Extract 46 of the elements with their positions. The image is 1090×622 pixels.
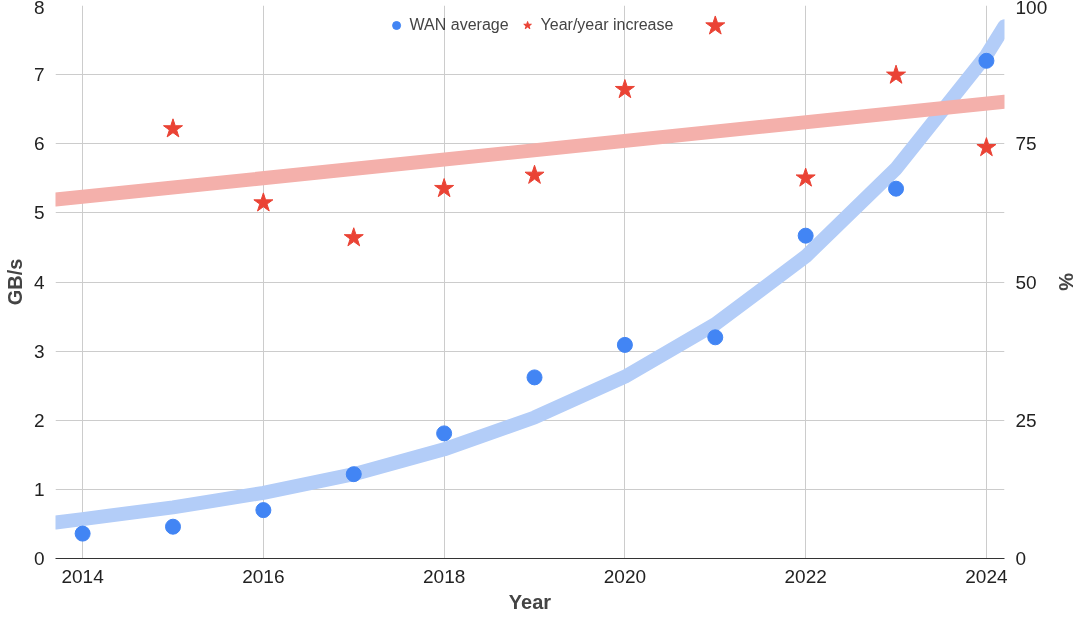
- legend-label: Year/year increase: [540, 16, 674, 34]
- point: [436, 425, 453, 442]
- point: [614, 79, 635, 99]
- y-tick-label: 2: [33, 409, 45, 431]
- point: [526, 369, 543, 386]
- y2-tick-label: 100: [1015, 0, 1048, 18]
- point: [162, 118, 184, 138]
- y2-tick-label: 25: [1015, 409, 1037, 431]
- y-tick-label: 4: [33, 271, 45, 293]
- point: [976, 137, 997, 157]
- point: [707, 329, 724, 346]
- point: [888, 180, 905, 197]
- x-tick-label: 2022: [784, 565, 827, 587]
- point: [524, 164, 545, 184]
- y-axis-title: GB/s: [3, 258, 26, 306]
- legend-label: WAN average: [409, 16, 509, 34]
- point: [616, 336, 633, 353]
- y2-tick-label: 0: [1015, 548, 1027, 569]
- point: [253, 192, 274, 212]
- point: [255, 502, 272, 519]
- y-tick-label: 6: [33, 133, 45, 155]
- point: [74, 525, 91, 542]
- y2-tick-label: 50: [1015, 271, 1037, 293]
- point: [978, 52, 995, 69]
- y2-tick-label: 75: [1015, 133, 1037, 155]
- point: [797, 227, 814, 244]
- point: [795, 167, 816, 187]
- y-tick-label: 7: [33, 64, 45, 86]
- y-tick-label: 5: [33, 202, 45, 224]
- x-tick-label: 2018: [423, 565, 466, 587]
- point: [343, 227, 364, 247]
- y-tick-label: 3: [33, 340, 45, 362]
- y2-axis-title: %: [1055, 273, 1078, 292]
- x-tick-label: 2024: [965, 565, 1008, 587]
- x-tick-label: 2016: [242, 565, 285, 587]
- point: [165, 518, 181, 535]
- x-axis-title: Year: [508, 590, 552, 613]
- point: [705, 15, 726, 35]
- point: [345, 466, 362, 483]
- x-tick-label: 2020: [603, 565, 647, 587]
- y-tick-label: 8: [33, 0, 45, 18]
- y-tick-label: 0: [33, 548, 45, 569]
- point: [434, 178, 455, 198]
- point: [886, 64, 907, 84]
- y-tick-label: 1: [33, 478, 45, 500]
- x-tick-label: 2014: [61, 565, 105, 587]
